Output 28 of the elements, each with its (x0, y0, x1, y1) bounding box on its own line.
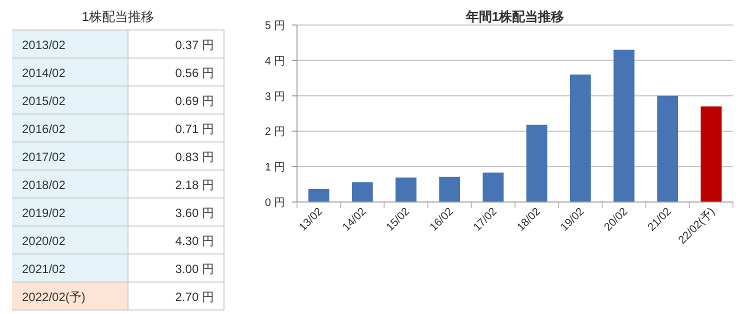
text: 4.30 円 (175, 234, 214, 248)
text: 2.70 円 (175, 290, 214, 304)
text: 0.37 円 (175, 38, 214, 52)
text: 0.69 円 (175, 94, 214, 108)
text: 2021/02 (22, 262, 66, 276)
text: 2019/02 (22, 206, 66, 220)
text: 2014/02 (22, 66, 66, 80)
text: 0.83 円 (175, 150, 214, 164)
text: 2017/02 (22, 150, 66, 164)
y-tick-label: 3 円 (264, 90, 285, 103)
y-tick-label: 5 円 (264, 20, 285, 32)
y-tick-label: 2 円 (264, 126, 285, 138)
text: 2015/02 (22, 94, 66, 108)
y-tick-label: 0 円 (264, 197, 285, 209)
y-tick-label: 1 円 (264, 162, 285, 174)
text: 2018/02 (22, 178, 66, 192)
text: 2013/02 (22, 38, 66, 52)
text: 0.56 円 (175, 66, 214, 80)
text: 2022/02(予) (22, 290, 86, 304)
text: 2016/02 (22, 122, 66, 136)
text: 3.60 円 (175, 206, 214, 220)
text: 0.71 円 (175, 122, 214, 136)
chart-title: 年間1株配当推移 (464, 9, 564, 24)
text: 2.18 円 (175, 178, 214, 192)
text: 1株配当推移 (82, 9, 154, 24)
text: 3.00 円 (175, 262, 214, 276)
y-tick-label: 4 円 (264, 55, 285, 68)
text: 2020/02 (22, 234, 66, 248)
